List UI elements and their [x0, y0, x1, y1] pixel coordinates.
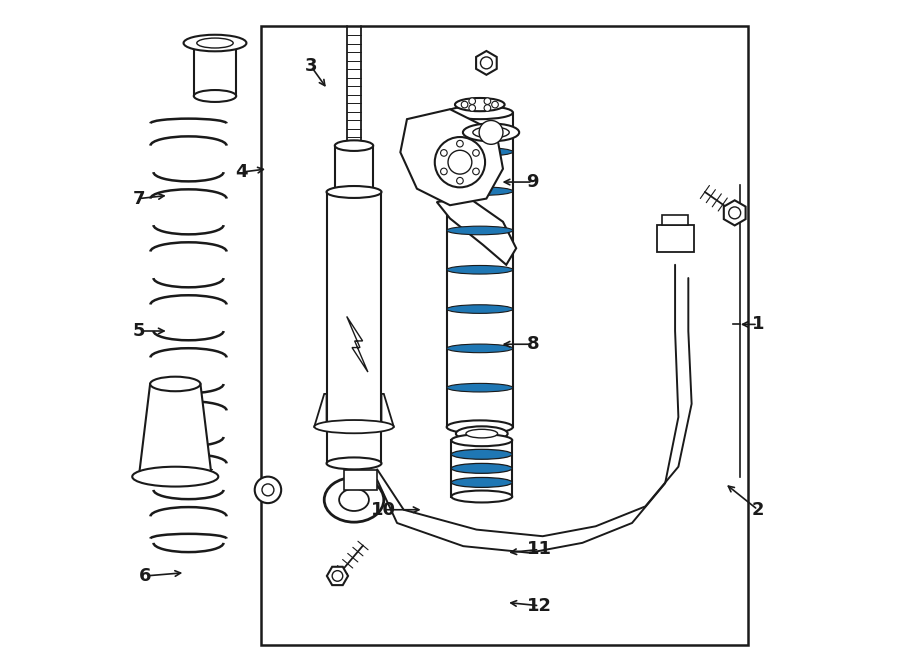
- Bar: [327, 192, 382, 463]
- Text: 5: 5: [132, 322, 145, 340]
- Ellipse shape: [446, 106, 513, 119]
- Text: 2: 2: [752, 500, 764, 519]
- Ellipse shape: [184, 35, 247, 52]
- Circle shape: [469, 105, 475, 111]
- Polygon shape: [382, 394, 393, 427]
- Polygon shape: [400, 109, 503, 205]
- Circle shape: [456, 177, 464, 184]
- Ellipse shape: [446, 265, 513, 274]
- Text: 12: 12: [526, 596, 552, 615]
- Polygon shape: [724, 201, 745, 226]
- Ellipse shape: [466, 430, 498, 438]
- Text: 7: 7: [132, 189, 145, 208]
- Circle shape: [469, 98, 475, 105]
- Ellipse shape: [262, 484, 274, 496]
- Ellipse shape: [324, 477, 383, 522]
- Ellipse shape: [451, 434, 512, 446]
- Bar: [194, 43, 236, 96]
- Circle shape: [441, 150, 447, 156]
- Text: 8: 8: [526, 335, 539, 354]
- Circle shape: [435, 137, 485, 187]
- Ellipse shape: [451, 463, 512, 473]
- Circle shape: [484, 105, 491, 111]
- Ellipse shape: [451, 491, 512, 502]
- Text: 11: 11: [526, 540, 552, 559]
- Ellipse shape: [446, 383, 513, 392]
- Ellipse shape: [451, 449, 512, 459]
- Ellipse shape: [456, 426, 508, 441]
- Bar: [662, 215, 688, 225]
- Ellipse shape: [314, 420, 393, 434]
- Ellipse shape: [463, 124, 519, 142]
- Ellipse shape: [335, 140, 374, 151]
- Text: 1: 1: [752, 315, 764, 334]
- Ellipse shape: [327, 457, 382, 469]
- Polygon shape: [476, 51, 497, 75]
- Ellipse shape: [150, 377, 201, 391]
- Ellipse shape: [446, 148, 513, 156]
- Ellipse shape: [446, 226, 513, 235]
- Ellipse shape: [327, 186, 382, 198]
- Ellipse shape: [446, 305, 513, 313]
- Ellipse shape: [255, 477, 281, 503]
- Polygon shape: [327, 567, 348, 585]
- Ellipse shape: [446, 420, 513, 434]
- Circle shape: [456, 140, 464, 147]
- Ellipse shape: [194, 90, 236, 102]
- Ellipse shape: [446, 344, 513, 353]
- Polygon shape: [139, 384, 212, 477]
- Circle shape: [481, 57, 492, 69]
- Bar: [446, 113, 513, 427]
- Ellipse shape: [197, 38, 233, 48]
- Ellipse shape: [335, 187, 374, 197]
- Circle shape: [484, 98, 491, 105]
- Ellipse shape: [455, 98, 505, 111]
- Bar: [451, 440, 512, 496]
- Text: 9: 9: [526, 173, 539, 191]
- Polygon shape: [436, 199, 517, 265]
- Circle shape: [729, 207, 741, 219]
- Circle shape: [472, 168, 480, 175]
- Ellipse shape: [472, 127, 509, 138]
- Circle shape: [441, 168, 447, 175]
- Ellipse shape: [339, 489, 369, 511]
- Circle shape: [448, 150, 472, 174]
- Ellipse shape: [451, 477, 512, 487]
- Ellipse shape: [446, 187, 513, 195]
- Bar: [261, 26, 748, 645]
- Text: 10: 10: [372, 500, 396, 519]
- Text: 4: 4: [235, 163, 248, 181]
- Bar: [657, 225, 694, 252]
- Polygon shape: [314, 394, 327, 427]
- Text: 6: 6: [140, 567, 152, 585]
- Polygon shape: [346, 316, 368, 372]
- Ellipse shape: [132, 467, 219, 487]
- Bar: [344, 470, 377, 490]
- Circle shape: [472, 150, 480, 156]
- Circle shape: [479, 120, 503, 144]
- Circle shape: [462, 101, 468, 108]
- Circle shape: [332, 571, 343, 581]
- Text: 3: 3: [305, 57, 317, 75]
- Bar: [335, 146, 374, 192]
- Circle shape: [491, 101, 499, 108]
